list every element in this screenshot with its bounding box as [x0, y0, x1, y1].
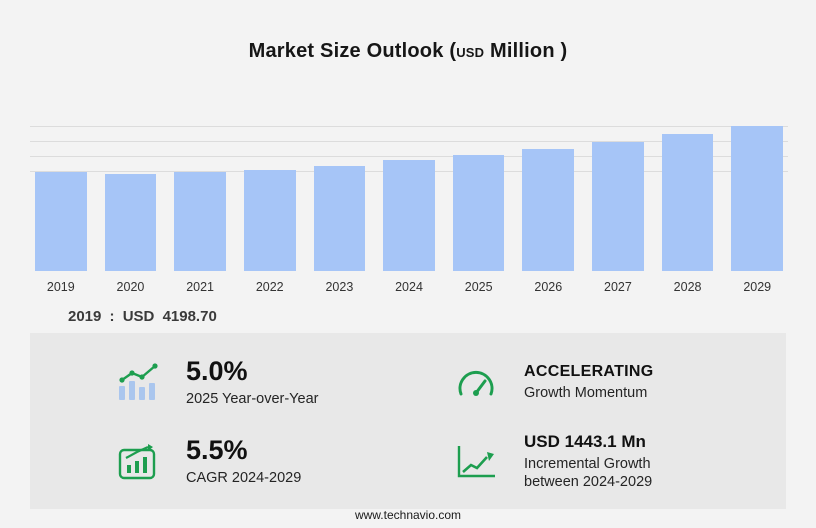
x-axis-label-2022: 2022	[255, 280, 284, 294]
yoy-value: 5.0%	[186, 356, 248, 387]
yoy-bar-chart-icon	[112, 362, 164, 404]
x-axis-label-2024: 2024	[395, 280, 423, 294]
title-unit-word: Million	[490, 40, 555, 62]
base-year-value: 2019 : USD 4198.70	[68, 308, 221, 325]
bar-column-2022	[243, 170, 296, 271]
momentum-label: Growth Momentum	[524, 384, 648, 401]
x-axis-label-2025: 2025	[464, 280, 493, 294]
base-year-year: 2019	[68, 308, 102, 325]
incremental-value: USD 1443.1 Mn	[524, 431, 646, 451]
x-axis-label-2028: 2028	[673, 280, 702, 294]
cagr-chart-icon	[112, 443, 164, 481]
x-axis-label-2023: 2023	[325, 280, 354, 294]
bar-column-2024	[383, 160, 435, 271]
bar-column-2027	[592, 142, 644, 271]
bar-column-2025	[452, 155, 505, 271]
bar-column-2020	[104, 174, 157, 271]
bar-2019	[35, 172, 87, 271]
speedometer-icon	[450, 365, 502, 401]
bar-column-2019	[35, 172, 87, 271]
gridline	[30, 141, 788, 142]
stat-momentum: ACCELERATING Growth Momentum	[408, 343, 776, 422]
cagr-label: CAGR 2024-2029	[186, 469, 302, 486]
chart-plot-area	[30, 119, 788, 271]
bar-series	[32, 119, 786, 271]
incremental-label-line2: between 2024-2029	[524, 474, 653, 490]
stats-panel: 5.0% 2025 Year-over-Year ACCELERATING Gr…	[30, 333, 786, 509]
bar-2026	[522, 149, 575, 271]
page-title: Market Size Outlook (USD Million )	[0, 40, 816, 63]
cagr-value: 5.5%	[186, 435, 248, 466]
momentum-value: ACCELERATING	[524, 362, 654, 380]
x-axis-label-2021: 2021	[186, 280, 214, 294]
stat-incremental-growth: USD 1443.1 Mn Incremental Growth between…	[408, 422, 776, 501]
stat-yoy: 5.0% 2025 Year-over-Year	[40, 343, 408, 422]
bar-2024	[383, 160, 435, 271]
footer-link[interactable]: www.technavio.com	[354, 508, 462, 522]
title-unit-currency: USD	[456, 45, 485, 60]
incremental-growth-icon	[450, 443, 502, 481]
bar-column-2029	[731, 126, 784, 271]
title-open-paren: (	[449, 40, 457, 62]
bar-column-2021	[174, 172, 226, 271]
stats-grid: 5.0% 2025 Year-over-Year ACCELERATING Gr…	[30, 333, 786, 509]
bar-2022	[243, 170, 296, 271]
bar-2021	[174, 172, 226, 271]
base-year-separator: :	[109, 308, 115, 325]
bar-2025	[452, 155, 505, 271]
base-year-currency: USD	[122, 308, 155, 325]
bar-2027	[592, 142, 644, 271]
bar-2023	[313, 166, 366, 271]
title-main: Market Size Outlook	[248, 40, 444, 62]
x-axis: 2019 2020 2021 2022 2023 2024 2025 2026 2027 2028…	[32, 280, 786, 294]
incremental-label-line1: Incremental Growth	[524, 455, 651, 472]
gridline	[30, 126, 788, 127]
market-size-bar-chart: 2019 2020 2021 2022 2023 2024 2025 2026 2027 2028…	[30, 119, 788, 294]
bar-2029	[731, 126, 784, 271]
stat-cagr: 5.5% CAGR 2024-2029	[40, 422, 408, 501]
bar-2028	[661, 134, 714, 271]
x-axis-label-2026: 2026	[534, 280, 563, 294]
x-axis-label-2019: 2019	[46, 280, 75, 294]
x-axis-label-2027: 2027	[604, 280, 632, 294]
yoy-label: 2025 Year-over-Year	[186, 390, 319, 407]
bar-column-2023	[313, 166, 366, 271]
bar-2020	[104, 174, 157, 271]
x-axis-label-2020: 2020	[116, 280, 145, 294]
gridline	[30, 156, 788, 157]
x-axis-label-2029: 2029	[743, 280, 772, 294]
bar-column-2026	[522, 149, 575, 271]
base-year-amount: 4198.70	[162, 308, 217, 325]
bar-column-2028	[661, 134, 714, 271]
title-close-paren: )	[560, 40, 568, 62]
